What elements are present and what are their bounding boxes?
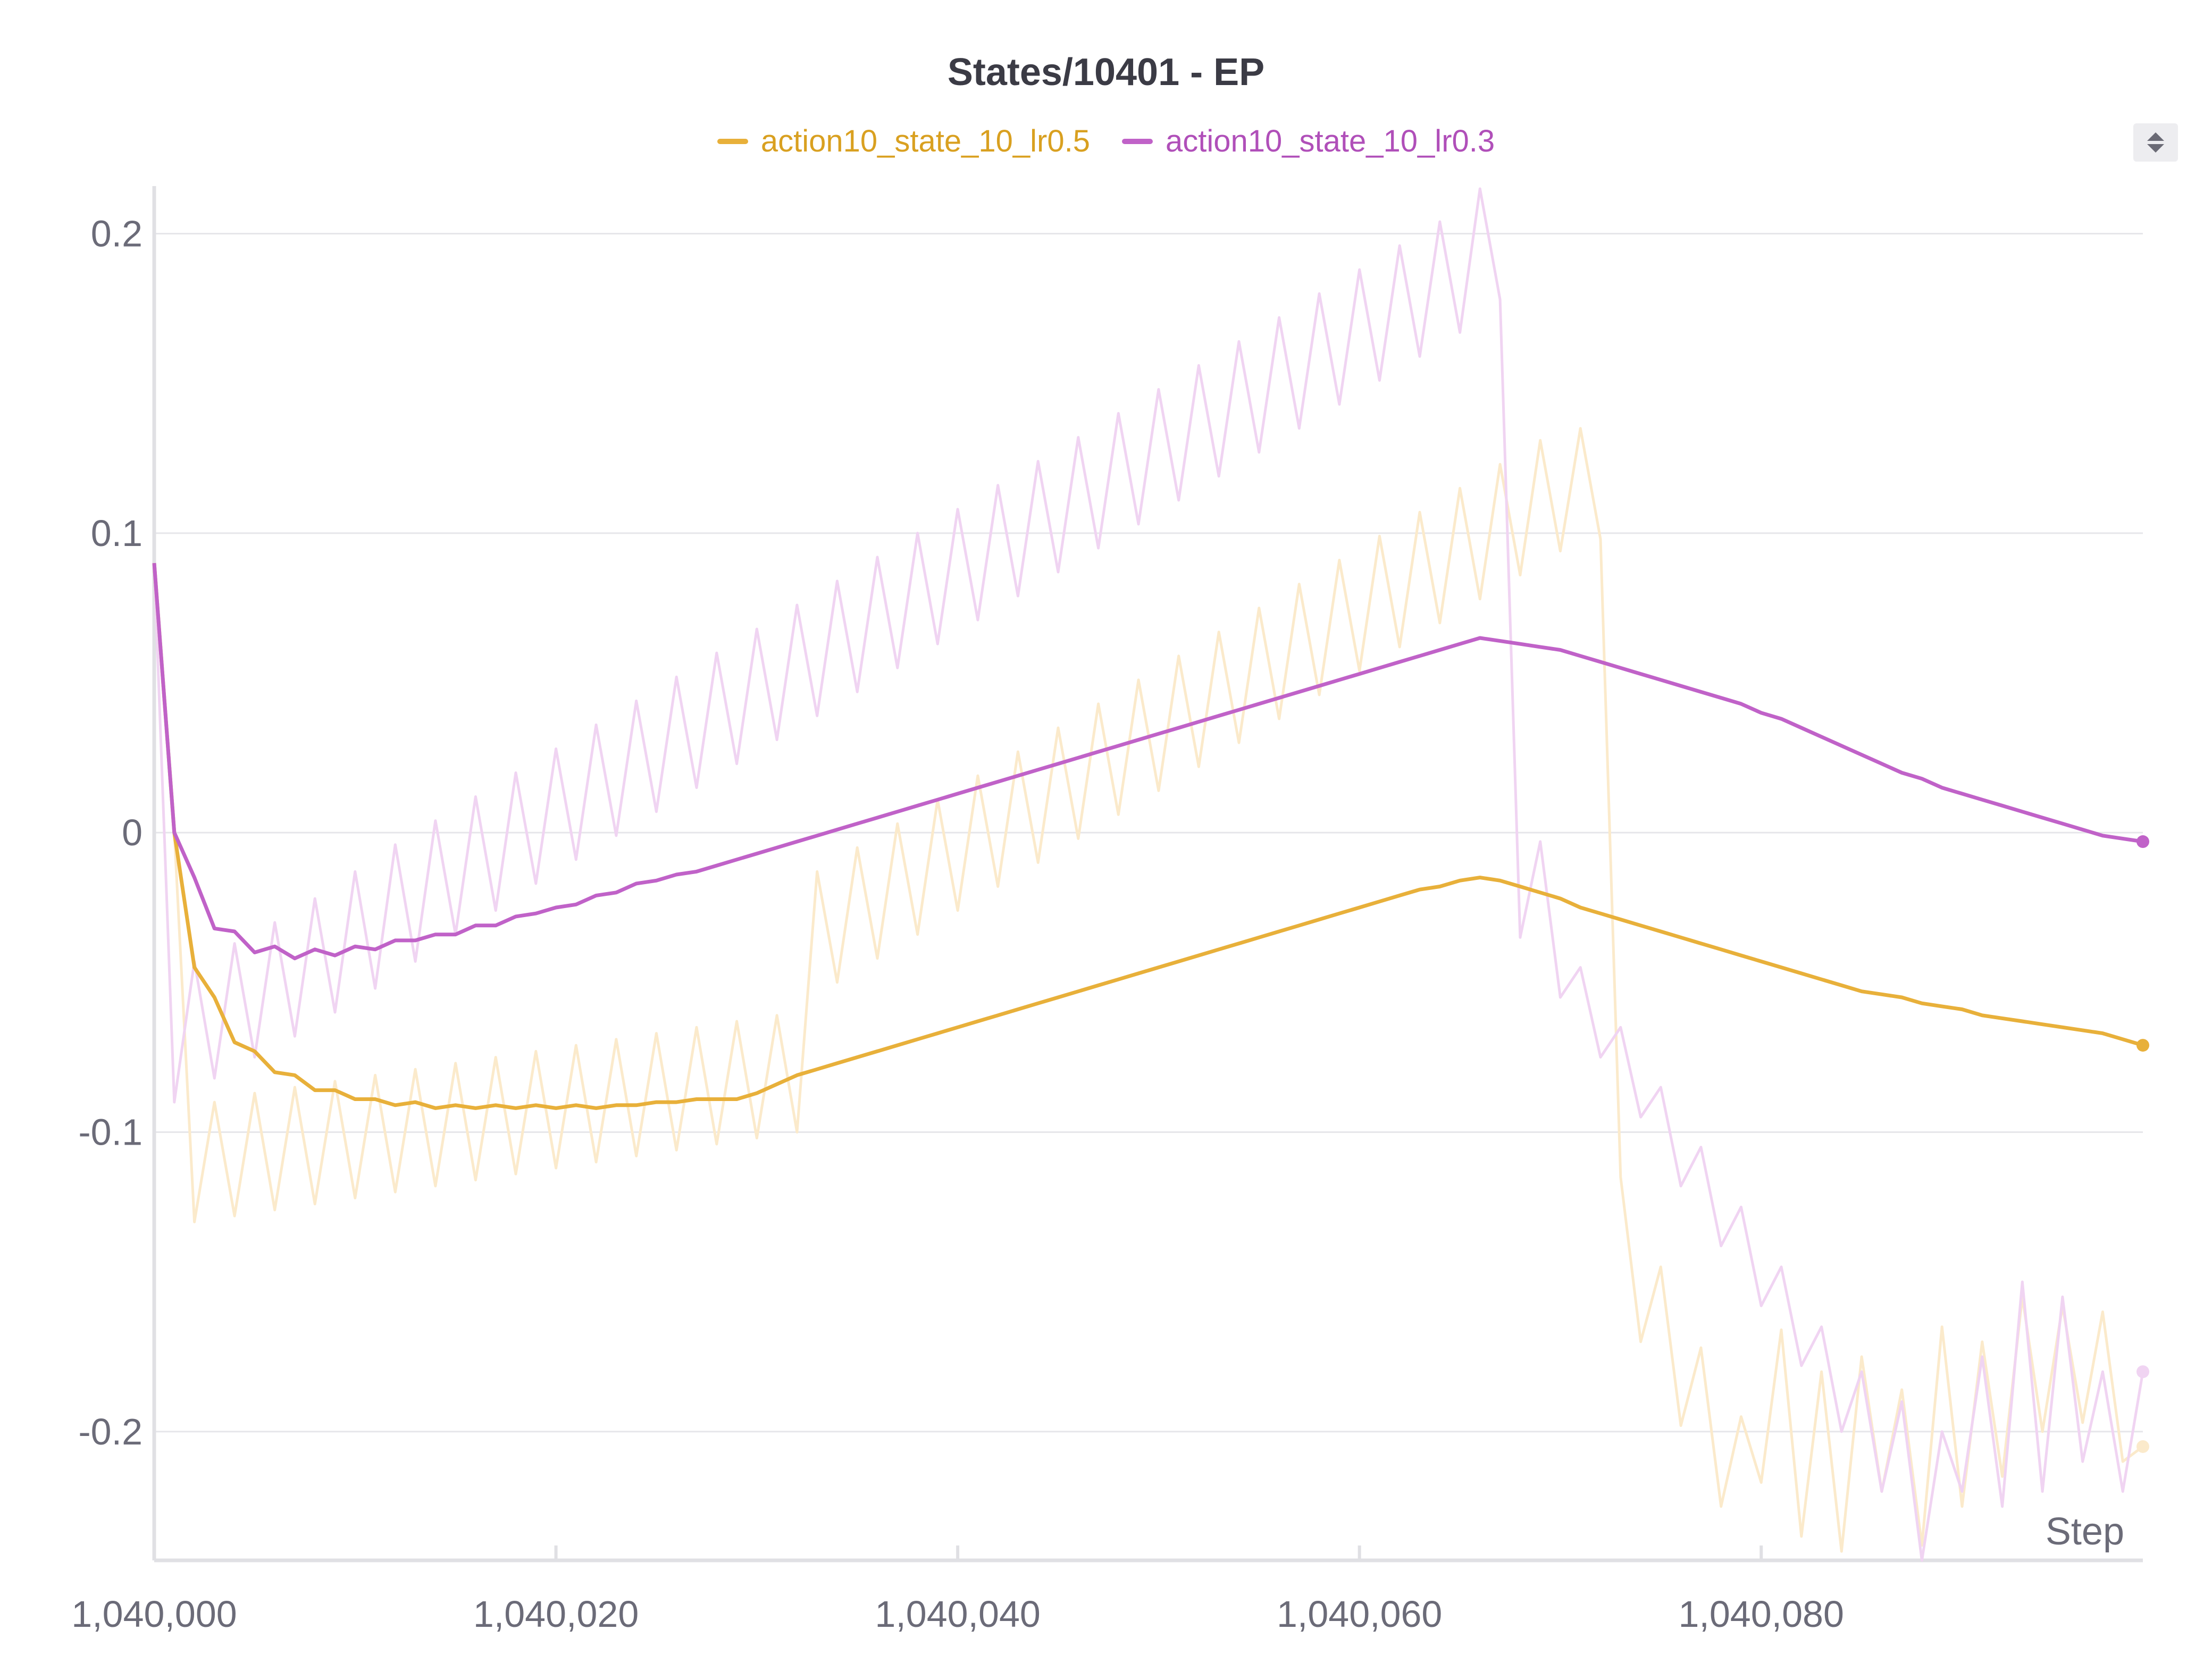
series-raw-end-point-1	[2136, 1440, 2149, 1453]
series-end-point-1	[2136, 1039, 2149, 1052]
series-line-2[interactable]	[152, 562, 2143, 961]
x-tick-label: 1,040,020	[473, 1593, 639, 1635]
y-tick-label: 0	[122, 812, 143, 853]
legend-scroll-toggle[interactable]	[2133, 123, 2178, 162]
y-tick-label: -0.1	[78, 1111, 143, 1153]
legend: action10_state_10_lr0.5 action10_state_1…	[0, 123, 2212, 159]
legend-label-lr05: action10_state_10_lr0.5	[760, 124, 1090, 158]
x-axis-title: Step	[2046, 1510, 2124, 1553]
chevron-up-icon	[2147, 132, 2164, 141]
x-tick-label: 1,040,040	[875, 1593, 1040, 1635]
series-line-1[interactable]	[152, 562, 2144, 1110]
series-raw-line-1	[153, 427, 2144, 1553]
y-tick-label: 0.1	[91, 513, 143, 554]
grid-layer	[154, 232, 2143, 1433]
legend-swatch-lr03	[1122, 138, 1153, 144]
raw-lines-layer	[153, 187, 2149, 1562]
series-end-point-2	[2136, 835, 2149, 849]
x-tick-label: 1,040,060	[1277, 1593, 1442, 1635]
chart-title: States/10401 - EP	[947, 51, 1265, 94]
legend-item-lr05[interactable]: action10_state_10_lr0.5	[717, 123, 1090, 159]
y-tick-label: 0.2	[91, 213, 143, 254]
legend-label-lr03: action10_state_10_lr0.3	[1166, 124, 1495, 158]
legend-swatch-lr05	[717, 138, 748, 144]
tick-labels-layer: 0.2 0.1 0 -0.1 -0.2 1,040,000 1,040,020 1,040,0…	[71, 213, 1844, 1635]
x-tick-label: 1,040,080	[1679, 1593, 1844, 1635]
series-raw-line-2	[153, 187, 2144, 1562]
series-raw-end-point-2	[2136, 1365, 2149, 1379]
legend-item-lr03[interactable]: action10_state_10_lr0.3	[1122, 123, 1495, 159]
x-tick-label: 1,040,000	[71, 1593, 237, 1635]
y-tick-label: -0.2	[78, 1411, 143, 1452]
smoothed-lines-layer	[152, 562, 2149, 1110]
axis-layer	[152, 186, 2143, 1563]
chevron-down-icon	[2147, 144, 2164, 153]
